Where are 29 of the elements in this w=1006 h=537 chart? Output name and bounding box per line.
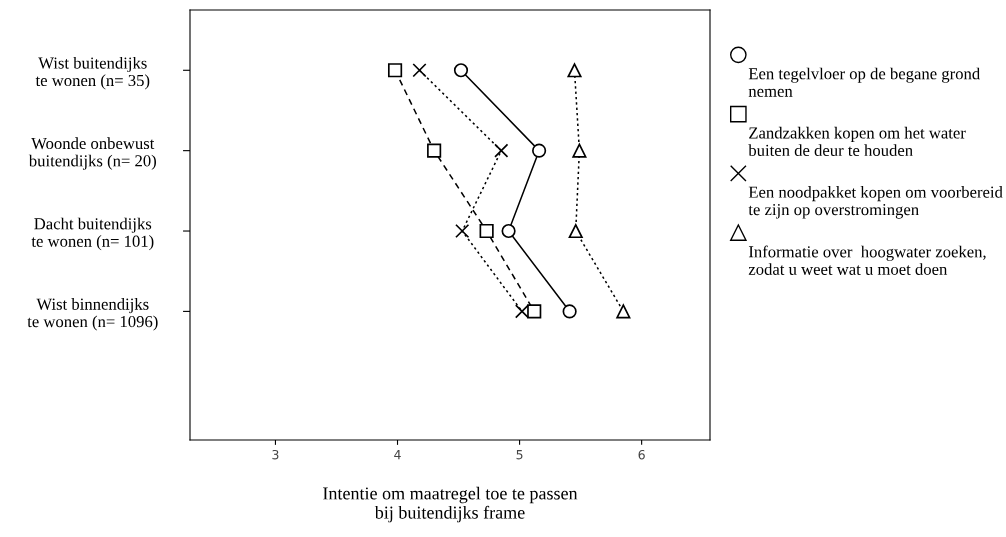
x-tick-label: 6 [638, 449, 645, 460]
point [568, 223, 583, 239]
y-tick-label: Wist buitendijks te wonen (n= 35) [35, 56, 150, 90]
legend-label: Een tegelvloer op de begane grond nemen [748, 67, 980, 97]
x-tick-label: 5 [516, 450, 523, 460]
point [567, 63, 582, 78]
point [514, 304, 530, 319]
point [572, 143, 587, 158]
x-tick-label: 3 [272, 449, 279, 460]
legend-label: Een noodpakket kopen om voorbereid te zijn op overstromingen [748, 186, 1003, 219]
legend-label: Informatie over hoogwater zoeken, zodat u weet wat u moet doen [748, 245, 986, 275]
point [616, 304, 631, 319]
point [479, 223, 494, 239]
y-tick-label: Woonde onbewust buitendijks (n= 20) [28, 137, 156, 170]
point [455, 223, 470, 239]
point [387, 63, 403, 78]
legend-label: Zandzakken kopen om het water buiten de deur te houden [748, 126, 966, 157]
point [562, 304, 577, 319]
point [494, 143, 509, 158]
y-tick-label: Wist binnendijks te wonen (n= 1096) [27, 298, 158, 331]
y-tick-label: Dacht buitendijks te wonen (n= 101) [31, 217, 154, 251]
point [427, 143, 442, 158]
x-tick-label: 4 [394, 450, 401, 460]
point [412, 63, 427, 78]
point [532, 143, 547, 158]
point [527, 304, 542, 319]
point [501, 223, 516, 239]
x-axis-title: Intentie om maatregel toe te passen bij buitendijks frame [323, 486, 578, 523]
point [453, 63, 469, 78]
